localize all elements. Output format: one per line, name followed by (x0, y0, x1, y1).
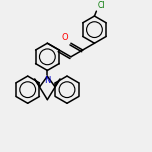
Text: N: N (44, 76, 51, 85)
Text: Cl: Cl (97, 1, 105, 10)
Text: O: O (61, 33, 68, 42)
